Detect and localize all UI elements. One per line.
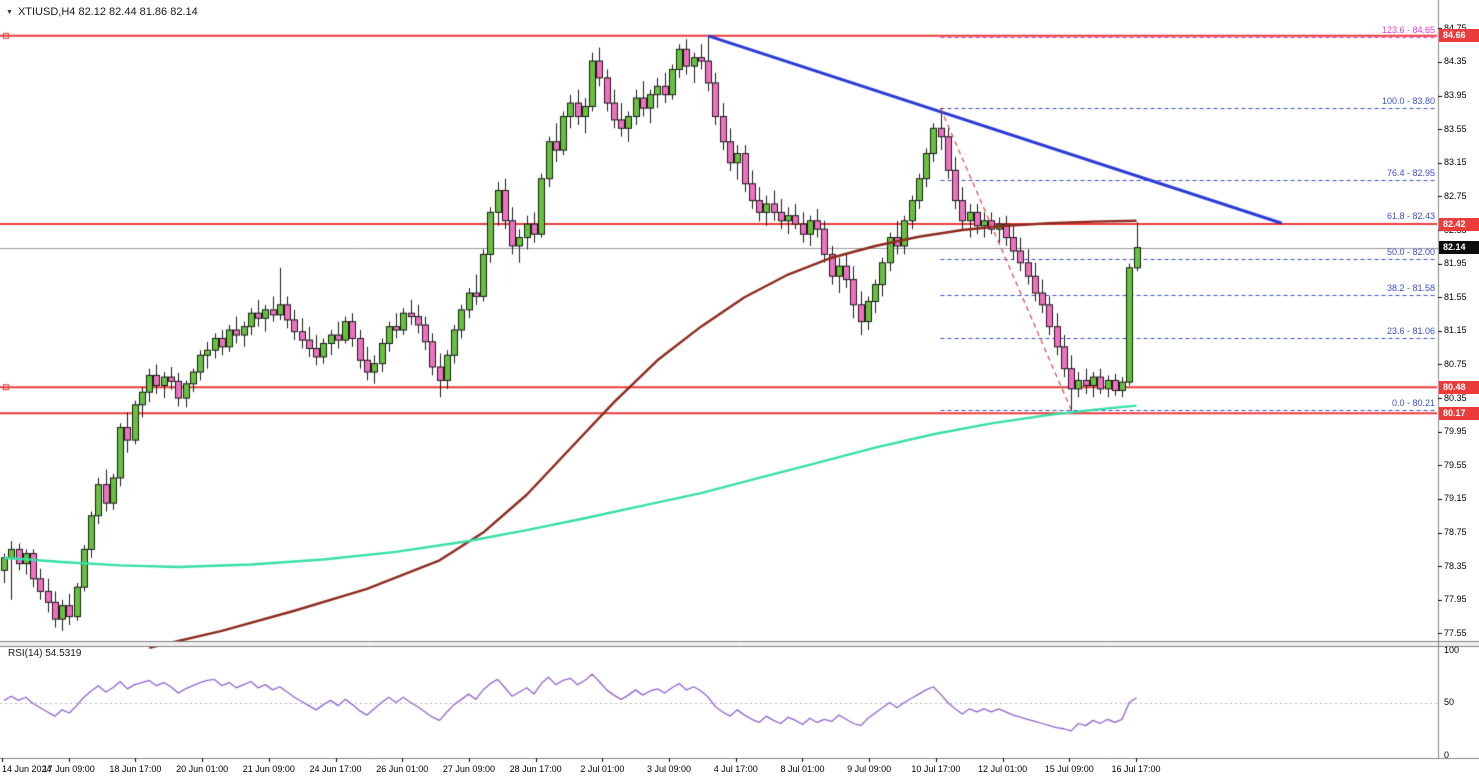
time-axis-label: 28 Jun 17:00 xyxy=(509,764,562,774)
fibonacci-level-label: 76.4 - 82.95 xyxy=(1386,167,1435,178)
time-axis-label: 27 Jun 09:00 xyxy=(442,764,495,774)
time-axis-label: 20 Jun 01:00 xyxy=(176,764,229,774)
time-axis-label: 10 Jul 17:00 xyxy=(911,764,961,774)
time-axis-label: 24 Jun 17:00 xyxy=(309,764,362,774)
price-badge: 84.66 xyxy=(1439,29,1479,43)
rsi-scale-label: 100 xyxy=(1444,644,1460,655)
time-axis-label: 2 Jul 01:00 xyxy=(580,764,625,774)
price-scale[interactable] xyxy=(1438,0,1479,758)
time-axis-label: 14 Jun 2024 xyxy=(2,764,52,774)
fibonacci-level-label: 100.0 - 83.80 xyxy=(1381,96,1435,107)
time-axis-label: 26 Jun 01:00 xyxy=(376,764,429,774)
time-axis-label: 4 Jul 17:00 xyxy=(713,764,758,774)
price-tick-label: 84.75 xyxy=(1444,22,1467,33)
price-tick-label: 84.35 xyxy=(1444,56,1467,67)
price-tick-label: 77.95 xyxy=(1444,594,1467,605)
chart-ohlc-header: ▼ XTIUSD,H4 82.12 82.44 81.86 82.14 xyxy=(6,6,198,18)
price-tick-label: 79.95 xyxy=(1444,426,1467,437)
fibonacci-level-label: 0.0 - 80.21 xyxy=(1391,397,1435,408)
time-axis-label: 3 Jul 09:00 xyxy=(647,764,692,774)
price-tick-label: 79.15 xyxy=(1444,493,1467,504)
time-axis-label: 12 Jul 01:00 xyxy=(978,764,1028,774)
price-tick-label: 78.75 xyxy=(1444,527,1467,538)
price-tick-label: 83.15 xyxy=(1444,157,1467,168)
price-tick-label: 80.75 xyxy=(1444,358,1467,369)
price-tick-label: 82.75 xyxy=(1444,190,1467,201)
time-axis-label: 16 Jul 17:00 xyxy=(1111,764,1161,774)
time-axis-label: 15 Jul 09:00 xyxy=(1044,764,1094,774)
price-badge: 82.14 xyxy=(1439,241,1479,255)
price-tick-label: 77.55 xyxy=(1444,627,1467,638)
price-tick-label: 81.55 xyxy=(1444,291,1467,302)
rsi-scale-label: 0 xyxy=(1444,749,1450,760)
symbol-dropdown-icon: ▼ xyxy=(6,8,13,16)
price-tick-label: 78.35 xyxy=(1444,560,1467,571)
symbol-ohlc-text: XTIUSD,H4 82.12 82.44 81.86 82.14 xyxy=(17,6,198,18)
time-axis-label: 9 Jul 09:00 xyxy=(847,764,892,774)
price-tick-label: 81.15 xyxy=(1444,325,1467,336)
time-axis-label: 21 Jun 09:00 xyxy=(242,764,295,774)
rsi-scale-label: 50 xyxy=(1444,697,1455,707)
fibonacci-level-label: 38.2 - 81.58 xyxy=(1386,282,1435,293)
fibonacci-level-label: 23.6 - 81.06 xyxy=(1386,326,1435,337)
time-axis-label: 17 Jun 09:00 xyxy=(42,764,95,774)
price-tick-label: 83.55 xyxy=(1444,123,1467,134)
price-tick-label: 80.35 xyxy=(1444,392,1467,403)
price-tick-label: 79.55 xyxy=(1444,459,1467,470)
price-badge: 80.48 xyxy=(1439,380,1479,394)
price-badge: 80.17 xyxy=(1439,406,1479,420)
fibonacci-level-label: 61.8 - 82.43 xyxy=(1386,211,1435,222)
rsi-indicator-label: RSI(14) 54.5319 xyxy=(8,648,82,659)
price-tick-label: 81.95 xyxy=(1444,258,1467,269)
fibonacci-level-label: 123.6 - 84.65 xyxy=(1381,24,1435,35)
time-axis-label: 18 Jun 17:00 xyxy=(109,764,162,774)
price-badge: 82.42 xyxy=(1439,217,1479,231)
time-scale[interactable] xyxy=(0,758,1479,781)
fibonacci-level-label: 50.0 - 82.00 xyxy=(1386,247,1435,258)
time-axis-label: 8 Jul 01:00 xyxy=(780,764,825,774)
price-tick-label: 83.95 xyxy=(1444,90,1467,101)
